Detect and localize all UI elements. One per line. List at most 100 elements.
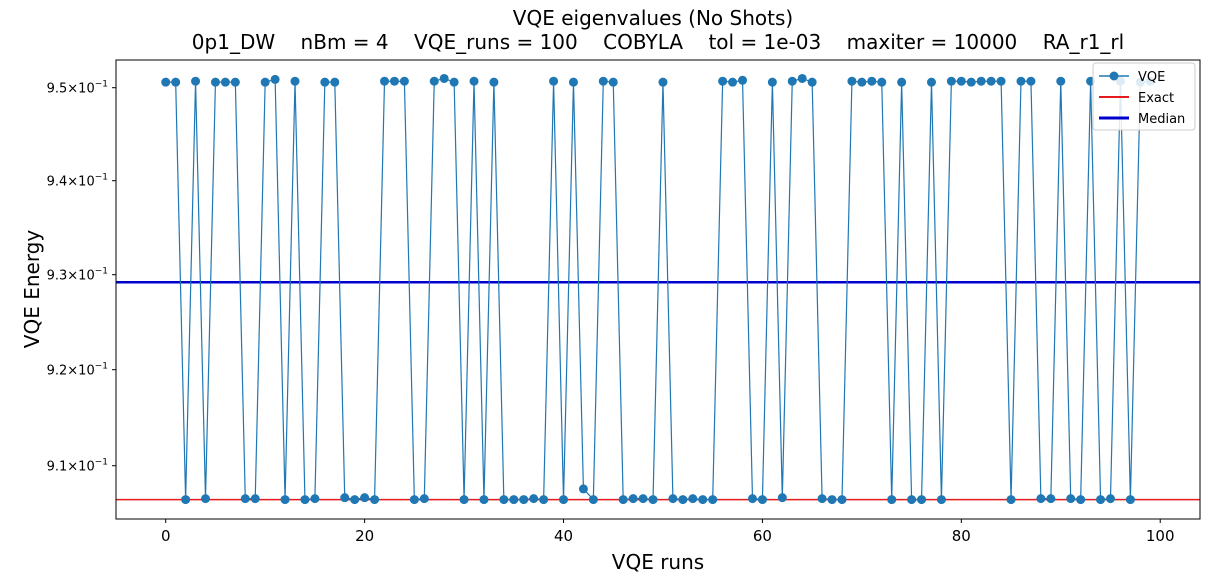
vqe-data-point (310, 494, 320, 504)
vqe-data-point (230, 77, 240, 87)
vqe-data-point (250, 494, 260, 504)
vqe-data-point (1016, 76, 1026, 86)
vqe-data-point (578, 484, 588, 494)
vqe-data-point (191, 76, 201, 86)
y-axis-ticks: 9.1×10−1 9.2×10−1 9.3×10−1 9.4×10−1 9.5×10−1 (47, 80, 116, 475)
x-axis-ticks: 0 20 40 60 80 100 (161, 519, 1175, 545)
legend-vqe-marker (1109, 71, 1119, 81)
vqe-data-point (996, 76, 1006, 86)
vqe-data-point (926, 77, 936, 87)
vqe-data-point (300, 495, 310, 505)
vqe-data-point (1066, 494, 1076, 504)
vqe-data-point (658, 77, 668, 87)
vqe-data-point (628, 494, 638, 504)
vqe-data-point (907, 495, 917, 505)
vqe-data-point (588, 495, 598, 505)
vqe-data-point (917, 495, 927, 505)
y-tick-label: 9.3×10−1 (47, 267, 108, 284)
vqe-data-point (847, 76, 857, 86)
vqe-data-point (380, 76, 390, 86)
vqe-data-point (708, 495, 718, 505)
vqe-data-point (529, 494, 539, 504)
vqe-data-point (956, 76, 966, 86)
y-axis-label: VQE Energy (20, 230, 44, 349)
vqe-data-point (747, 494, 757, 504)
vqe-data-point (568, 77, 578, 87)
vqe-data-point (360, 493, 370, 503)
vqe-data-point (459, 495, 469, 505)
vqe-data-point (757, 495, 767, 505)
vqe-data-point (519, 495, 529, 505)
vqe-data-point (638, 494, 648, 504)
legend-median-label: Median (1138, 112, 1185, 127)
legend-exact-label: Exact (1138, 91, 1174, 106)
vqe-data-point (767, 77, 777, 87)
x-tick-label: 80 (952, 527, 971, 545)
vqe-data-point (429, 76, 439, 86)
vqe-data-point (210, 77, 220, 87)
vqe-data-point (1006, 495, 1016, 505)
vqe-data-point (608, 77, 618, 87)
vqe-data-point (1105, 494, 1115, 504)
vqe-data-point (1096, 495, 1106, 505)
vqe-data-point (479, 495, 489, 505)
vqe-data-point (976, 76, 986, 86)
vqe-data-point (240, 494, 250, 504)
legend: VQE Exact Median (1092, 62, 1196, 131)
vqe-data-point (678, 495, 688, 505)
vqe-data-point (399, 76, 409, 86)
vqe-data-point (290, 76, 300, 86)
vqe-data-point (698, 495, 708, 505)
vqe-data-point (539, 495, 549, 505)
plot-frame (115, 59, 1201, 520)
vqe-data-point (857, 77, 867, 87)
vqe-data-point (867, 76, 877, 86)
x-tick-label: 20 (355, 527, 374, 545)
vqe-data-point (499, 495, 509, 505)
y-tick-label: 9.1×10−1 (47, 458, 108, 475)
vqe-data-point (936, 495, 946, 505)
vqe-data-point (877, 77, 887, 87)
vqe-data-point (1046, 494, 1056, 504)
vqe-data-point (837, 495, 847, 505)
vqe-data-point (827, 495, 837, 505)
y-tick-label: 9.5×10−1 (47, 80, 108, 97)
vqe-data-point (807, 77, 817, 87)
x-tick-label: 60 (753, 527, 772, 545)
vqe-data-point (1125, 495, 1135, 505)
vqe-data-point (340, 493, 350, 503)
vqe-data-point (201, 494, 211, 504)
x-tick-label: 0 (161, 527, 171, 545)
vqe-data-point (777, 493, 787, 503)
vqe-data-point (161, 77, 171, 87)
vqe-series-line (165, 77, 1151, 501)
vqe-data-point (559, 495, 569, 505)
vqe-data-point (280, 495, 290, 505)
chart-title: VQE eigenvalues (No Shots) (513, 6, 793, 30)
vqe-data-point (1076, 495, 1086, 505)
vqe-data-point (897, 77, 907, 87)
vqe-data-point (181, 495, 191, 505)
vqe-data-point (549, 76, 559, 86)
vqe-data-point (1026, 76, 1036, 86)
vqe-data-point (738, 75, 748, 85)
y-tick-label: 9.4×10−1 (47, 173, 108, 190)
vqe-data-point (270, 74, 280, 84)
vqe-data-point (787, 76, 797, 86)
vqe-data-point (728, 77, 738, 87)
vqe-data-point (350, 495, 360, 505)
vqe-data-point (797, 73, 807, 83)
x-tick-label: 40 (554, 527, 573, 545)
y-tick-label: 9.2×10−1 (47, 362, 108, 379)
vqe-data-point (389, 76, 399, 86)
legend-vqe-label: VQE (1138, 70, 1165, 85)
chart-subtitle: 0p1_DW nBm = 4 VQE_runs = 100 COBYLA tol… (192, 30, 1124, 54)
vqe-data-point (419, 494, 429, 504)
vqe-data-point (509, 495, 519, 505)
vqe-data-point (718, 76, 728, 86)
vqe-data-point (817, 494, 827, 504)
vqe-data-point (648, 495, 658, 505)
vqe-data-point (489, 77, 499, 87)
vqe-data-point (330, 77, 340, 87)
